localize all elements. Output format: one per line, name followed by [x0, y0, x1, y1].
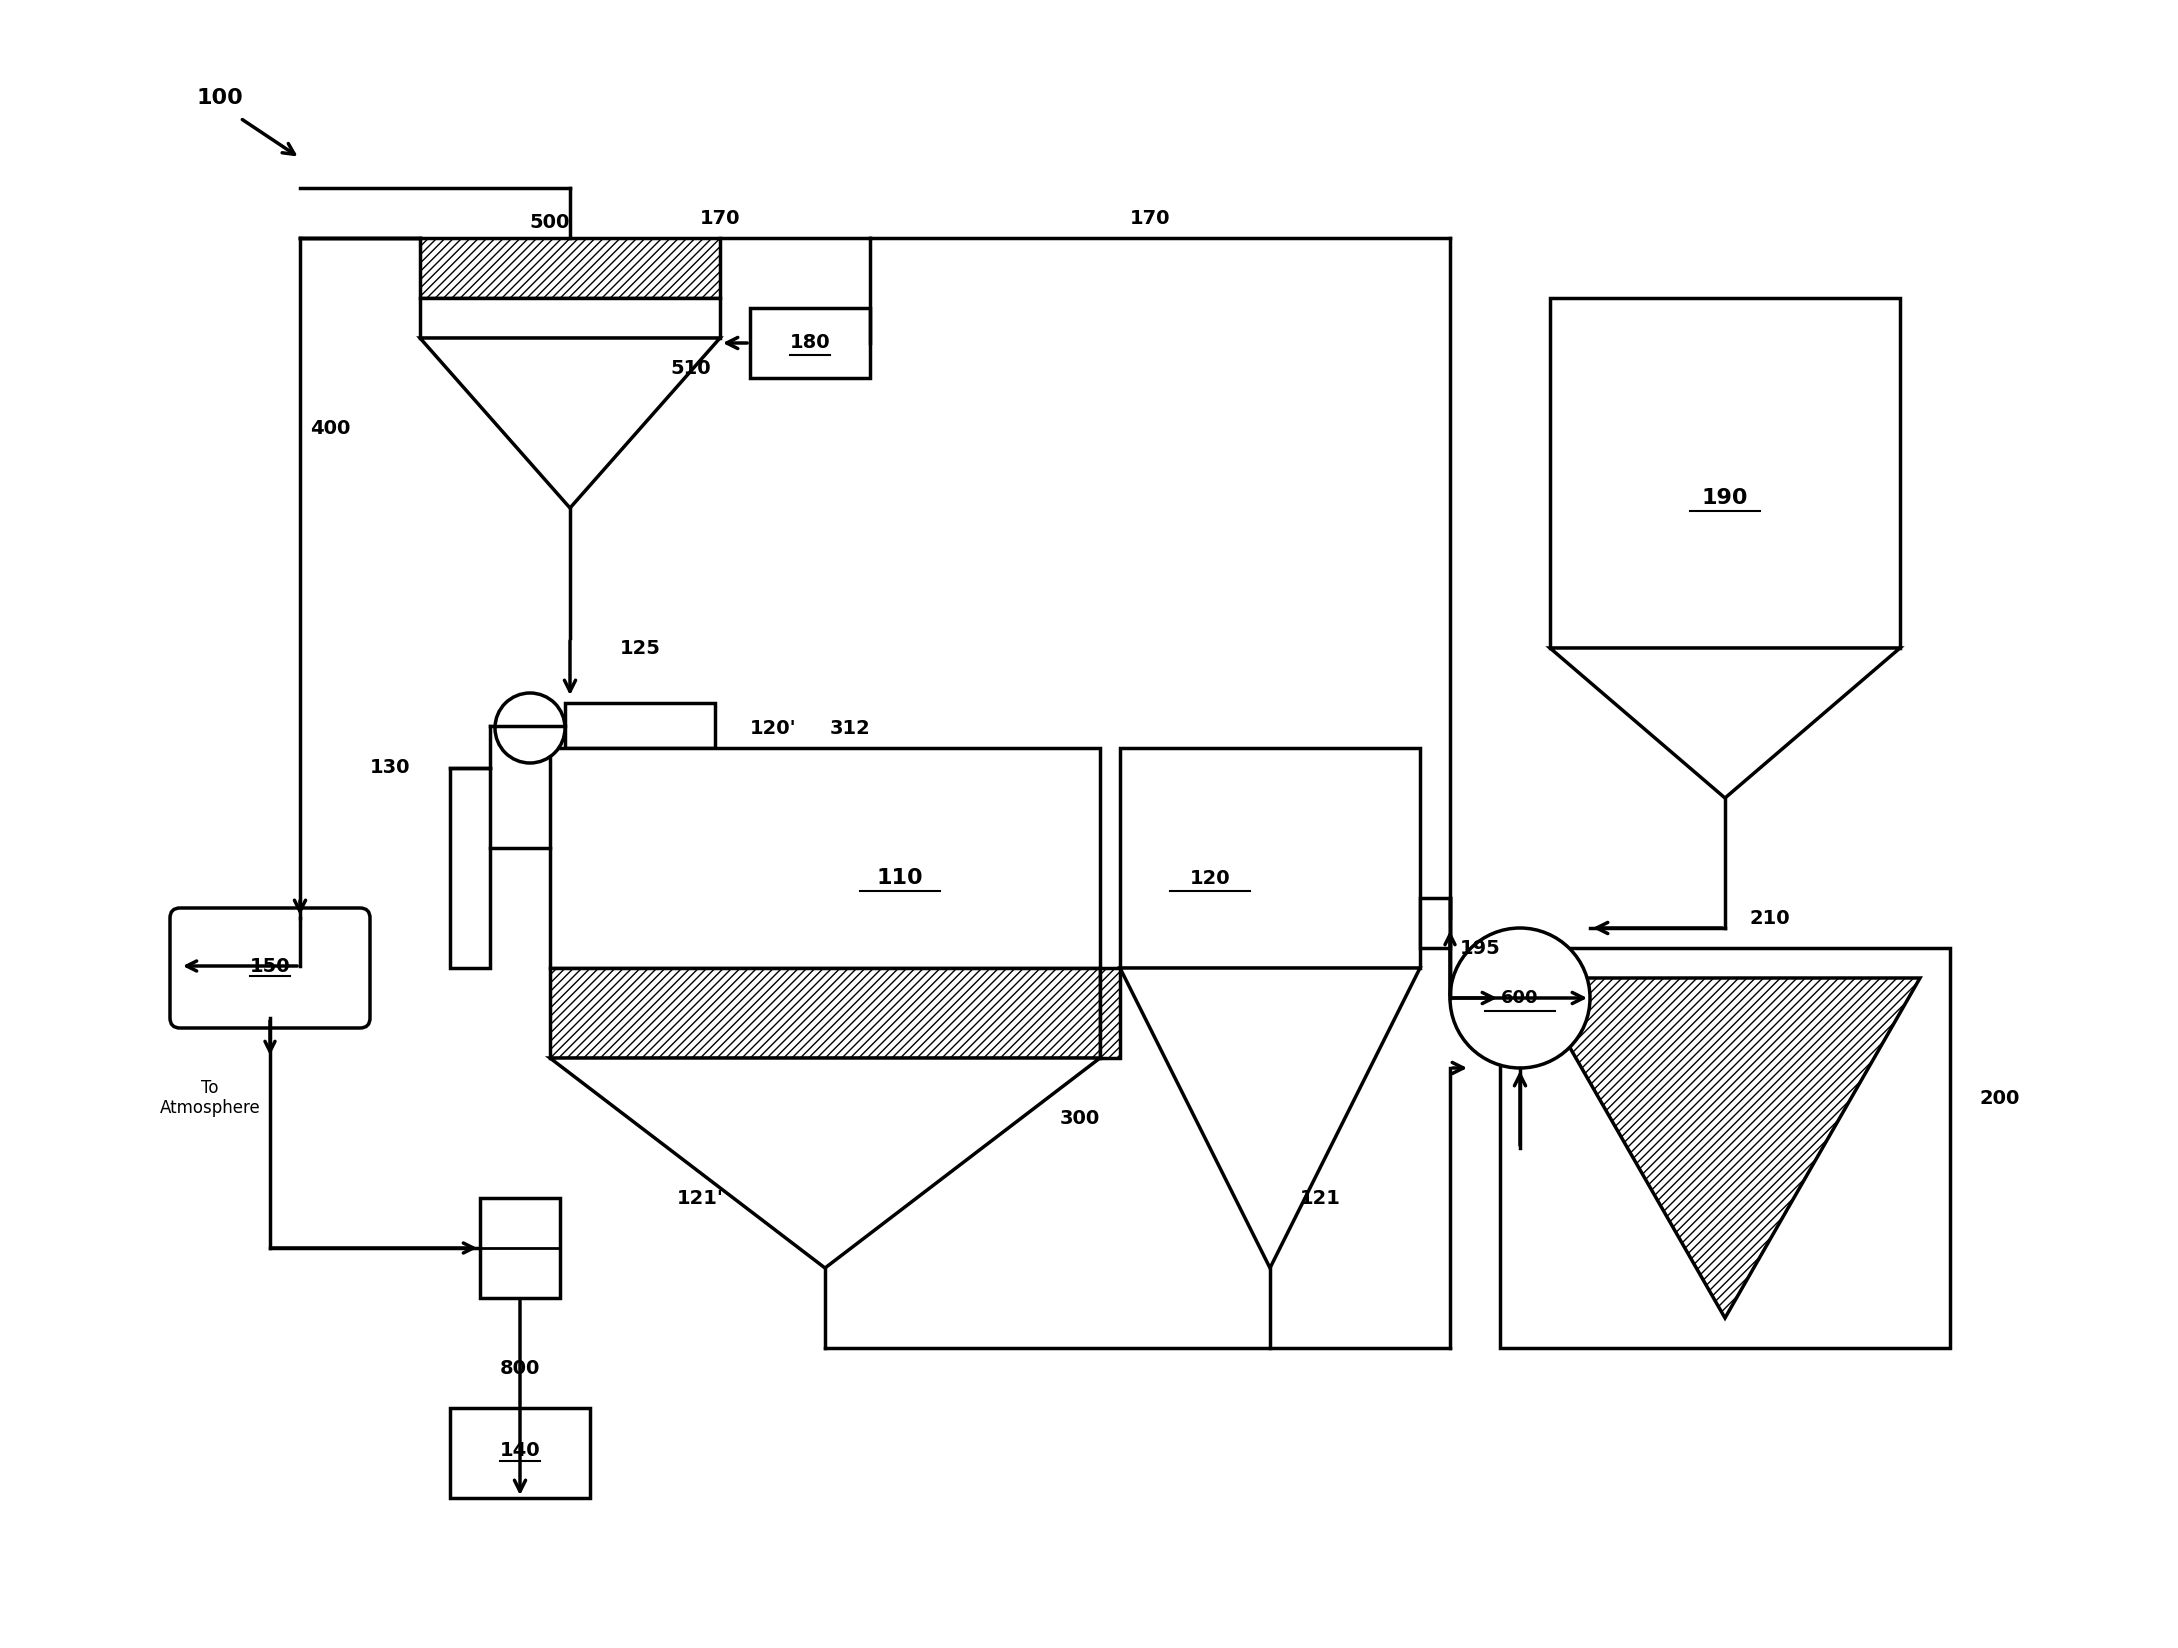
Bar	[1119, 748, 1420, 967]
Text: 100: 100	[196, 87, 244, 109]
Text: 110: 110	[878, 868, 923, 888]
Bar	[451, 768, 490, 967]
Polygon shape	[420, 338, 721, 508]
Text: 200: 200	[1980, 1088, 2021, 1107]
Text: 125: 125	[621, 638, 660, 658]
Bar	[564, 704, 714, 748]
Polygon shape	[1529, 977, 1921, 1318]
Circle shape	[1451, 928, 1590, 1068]
Text: 121': 121'	[677, 1188, 723, 1208]
Text: 510: 510	[671, 359, 710, 377]
Bar	[1100, 967, 1119, 1058]
Bar	[551, 967, 1100, 1058]
Bar	[479, 1198, 560, 1299]
Text: 150: 150	[250, 956, 290, 976]
Text: 195: 195	[1459, 938, 1501, 957]
Text: 312: 312	[830, 719, 871, 738]
Bar	[420, 298, 721, 338]
Text: 400: 400	[309, 419, 351, 437]
Text: 170: 170	[699, 209, 741, 227]
Text: 121: 121	[1300, 1188, 1339, 1208]
Text: 500: 500	[529, 214, 571, 232]
Polygon shape	[551, 1058, 1100, 1267]
Bar	[749, 308, 869, 377]
Bar	[451, 1407, 590, 1498]
Text: 130: 130	[370, 758, 409, 778]
Bar	[1551, 298, 1899, 648]
Text: 180: 180	[791, 333, 830, 353]
Text: 140: 140	[499, 1442, 540, 1460]
Text: 300: 300	[1061, 1109, 1100, 1127]
Bar	[420, 237, 721, 298]
Bar	[1501, 948, 1949, 1348]
Text: 190: 190	[1701, 488, 1749, 508]
Text: 120': 120'	[749, 719, 797, 738]
FancyBboxPatch shape	[170, 908, 370, 1028]
Polygon shape	[1119, 967, 1420, 1267]
Bar	[1420, 898, 1451, 948]
Text: 120: 120	[1189, 868, 1231, 888]
Bar	[551, 748, 1100, 967]
Polygon shape	[1551, 648, 1899, 798]
Circle shape	[494, 694, 564, 763]
Text: To
Atmosphere: To Atmosphere	[159, 1078, 261, 1117]
Text: 170: 170	[1130, 209, 1170, 227]
Text: 210: 210	[1749, 908, 1790, 928]
Text: 600: 600	[1501, 989, 1538, 1007]
Text: 800: 800	[499, 1358, 540, 1378]
